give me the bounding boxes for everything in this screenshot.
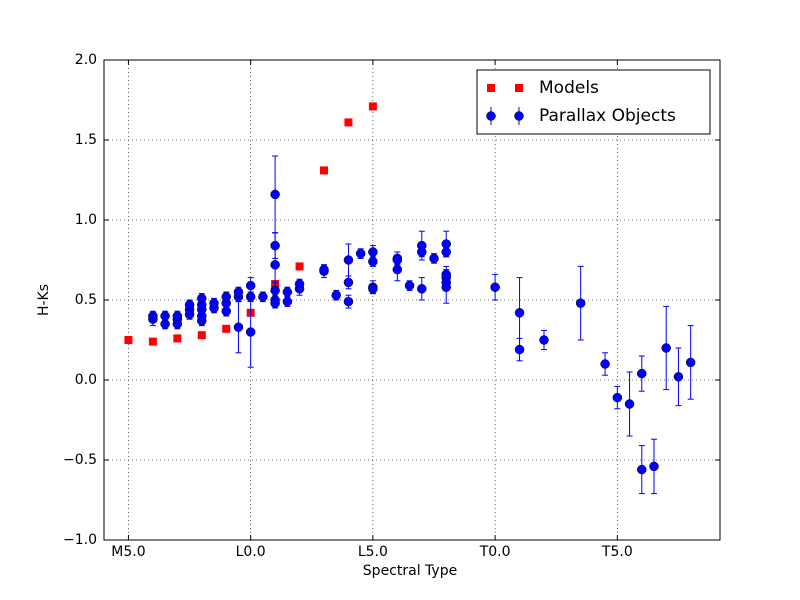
x-tick-label: M5.0 xyxy=(111,544,145,560)
legend-marker xyxy=(514,111,524,121)
data-point xyxy=(685,357,696,368)
legend-box xyxy=(476,69,711,135)
legend-label: Models xyxy=(539,78,599,98)
data-point xyxy=(624,399,635,409)
data-point xyxy=(270,260,280,270)
data-point xyxy=(270,189,280,200)
data-point xyxy=(441,247,451,257)
x-tick-label: T5.0 xyxy=(601,544,633,560)
plot-frame xyxy=(103,59,721,541)
y-axis-label: H-Ks xyxy=(36,284,52,316)
data-point xyxy=(441,282,451,292)
data-point xyxy=(343,255,354,265)
x-tick-label: T0.0 xyxy=(479,544,511,560)
data-point xyxy=(245,327,256,337)
data-point xyxy=(637,368,647,379)
data-point xyxy=(649,461,659,472)
data-point xyxy=(368,284,378,294)
data-point xyxy=(184,300,195,310)
x-axis-label: Spectral Type xyxy=(363,563,457,579)
data-point xyxy=(331,290,341,300)
data-point xyxy=(222,324,231,333)
data-point xyxy=(514,308,525,318)
data-point xyxy=(355,248,366,259)
data-point xyxy=(539,335,549,345)
data-point xyxy=(295,262,304,271)
data-point xyxy=(575,298,586,308)
data-point xyxy=(245,280,256,291)
legend-marker xyxy=(515,84,523,92)
data-point xyxy=(148,337,157,346)
data-point xyxy=(404,280,415,291)
y-tick-label: 0.5 xyxy=(75,292,97,308)
data-point xyxy=(258,292,268,302)
y-tick-label: 1.0 xyxy=(75,212,97,228)
x-tick-label: L5.0 xyxy=(358,544,388,560)
data-point xyxy=(673,372,684,382)
data-point xyxy=(429,253,439,264)
data-point xyxy=(233,322,244,332)
data-point xyxy=(417,247,427,257)
data-point xyxy=(343,277,354,288)
data-point xyxy=(282,287,293,297)
y-tick-label: −0.5 xyxy=(63,452,97,468)
data-point xyxy=(490,282,500,292)
x-tick-label: L0.0 xyxy=(236,544,266,560)
data-point xyxy=(148,311,158,321)
data-point xyxy=(637,464,647,475)
y-tick-label: 2.0 xyxy=(75,52,97,68)
data-point xyxy=(282,296,293,307)
data-point xyxy=(197,293,207,304)
data-point xyxy=(392,264,403,275)
data-point xyxy=(417,284,427,294)
data-point xyxy=(173,334,182,343)
data-point xyxy=(319,264,329,275)
data-point xyxy=(209,298,219,308)
data-point xyxy=(320,166,328,175)
data-point xyxy=(368,247,378,257)
data-point xyxy=(368,256,378,267)
y-tick-label: 1.5 xyxy=(75,132,97,148)
y-tick-label: −1.0 xyxy=(63,532,97,548)
legend-marker xyxy=(486,111,496,121)
data-point xyxy=(661,343,671,353)
data-point xyxy=(197,331,206,340)
legend-label: Parallax Objects xyxy=(539,106,676,126)
data-point xyxy=(124,336,133,344)
data-point xyxy=(270,298,280,308)
data-point xyxy=(368,102,377,111)
data-point xyxy=(160,311,170,321)
data-point xyxy=(233,287,244,297)
legend-marker xyxy=(487,84,495,92)
data-point xyxy=(612,392,623,403)
y-tick-label: 0.0 xyxy=(75,372,97,388)
data-point xyxy=(344,118,353,127)
data-point xyxy=(270,285,280,296)
data-point xyxy=(343,296,354,307)
data-point xyxy=(600,359,610,369)
data-point xyxy=(221,292,231,302)
data-point xyxy=(172,311,183,321)
data-point xyxy=(514,344,525,355)
data-point xyxy=(294,279,305,289)
